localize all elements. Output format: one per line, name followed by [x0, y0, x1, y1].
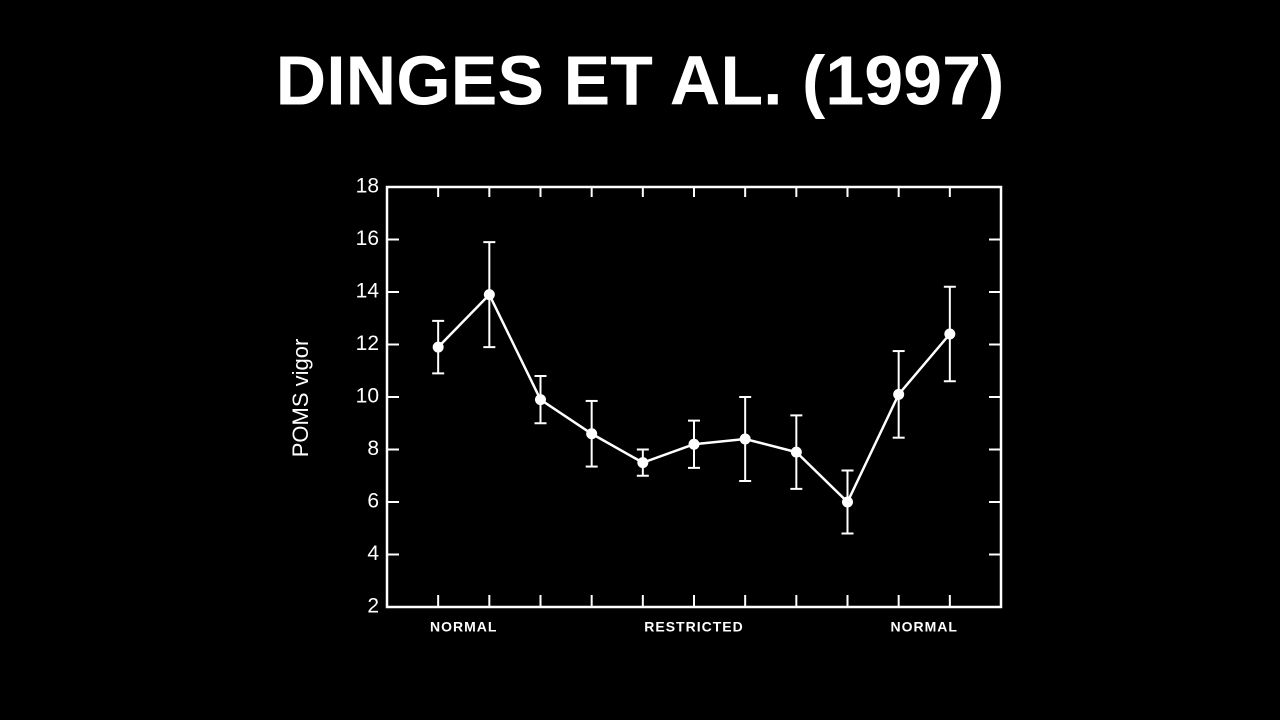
data-point — [535, 394, 546, 406]
x-group-label: RESTRICTED — [644, 619, 743, 635]
data-point — [586, 428, 598, 440]
data-point — [432, 341, 444, 353]
data-point — [688, 438, 700, 450]
x-group-label: NORMAL — [430, 619, 497, 635]
y-tick-label: 6 — [367, 490, 379, 513]
y-tick-label: 10 — [356, 385, 379, 408]
y-tick-label: 4 — [367, 542, 379, 565]
data-point — [790, 446, 802, 458]
y-tick-label: 12 — [356, 332, 379, 355]
data-point — [739, 433, 751, 445]
data-point — [893, 388, 905, 400]
data-point — [483, 289, 495, 301]
data-point — [842, 496, 853, 508]
y-tick-label: 2 — [367, 595, 379, 618]
y-axis-label: POMS vigor — [288, 339, 313, 458]
data-point — [944, 328, 956, 340]
data-point — [637, 457, 649, 469]
y-tick-label: 14 — [356, 280, 380, 303]
y-tick-label: 8 — [367, 437, 379, 460]
y-tick-label: 16 — [356, 227, 379, 250]
y-tick-label: 18 — [356, 175, 379, 198]
x-group-label: NORMAL — [891, 619, 958, 635]
slide-title: DINGES ET AL. (1997) — [276, 41, 1005, 119]
